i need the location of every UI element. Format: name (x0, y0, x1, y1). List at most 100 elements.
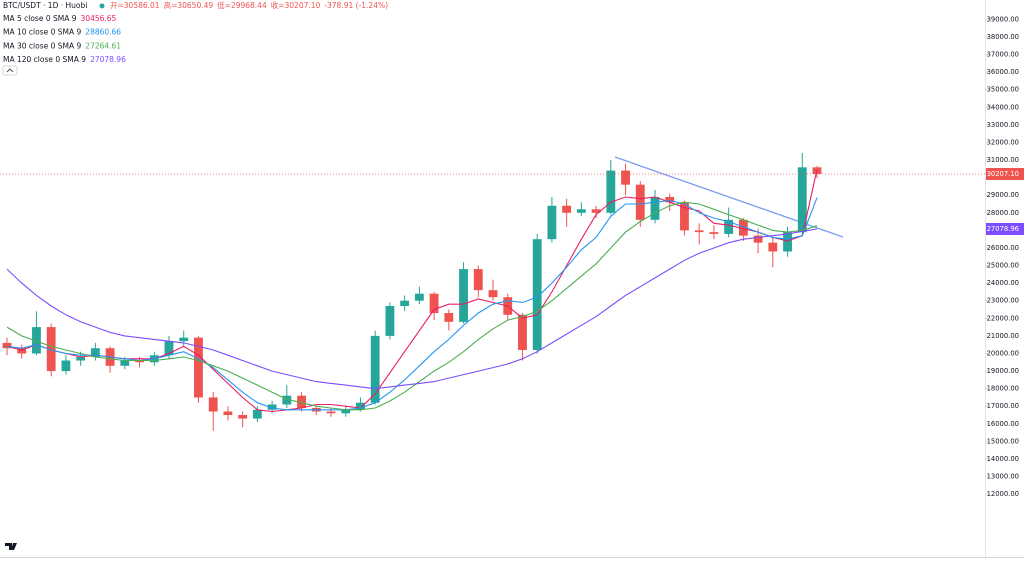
candle-body (473, 269, 483, 291)
y-tick-label: 24000.00 (987, 279, 1019, 287)
y-tick-label: 34000.00 (987, 103, 1019, 111)
ohlc-value: 收=30207.10 (271, 0, 321, 10)
ma-line (6, 201, 818, 411)
y-tick-label: 14000.00 (987, 455, 1019, 463)
y-tick-label: 22000.00 (987, 314, 1019, 322)
legend-value: 30456.65 (81, 14, 117, 23)
candle-body (179, 337, 189, 342)
candle-body (606, 170, 616, 213)
candle-body (429, 293, 439, 314)
ma-price-tag (986, 222, 1024, 235)
candle-body (621, 170, 630, 185)
ma-line (6, 228, 818, 390)
y-tick-label: 36000.00 (987, 68, 1019, 76)
candle-body (238, 415, 248, 419)
candle-body (488, 290, 498, 298)
candle-body (223, 411, 233, 416)
candle-body (267, 404, 277, 410)
candle-body (591, 209, 601, 213)
y-tick-label: 33000.00 (987, 121, 1019, 129)
candle-body (2, 342, 12, 349)
candle-body (680, 202, 689, 231)
candle-body (444, 313, 454, 322)
ma-price-label: 27078.96 (987, 225, 1019, 233)
candle-body (61, 360, 71, 372)
tv-logo[interactable] (5, 543, 17, 550)
candle-body (724, 219, 734, 234)
legend-header: BTC/USDT · 1D · Huobi 开=30586.01 高=30650.… (3, 0, 388, 10)
y-tick-label: 17000.00 (987, 402, 1019, 410)
last-price-tag (986, 167, 1024, 180)
candle-body (76, 357, 86, 361)
candle-body (768, 242, 778, 252)
y-tick-label: 32000.00 (987, 138, 1019, 146)
candle-body (297, 395, 306, 408)
candle-body (282, 395, 292, 405)
y-tick-label: 25000.00 (987, 262, 1019, 270)
last-price-label: 30207.10 (987, 170, 1019, 178)
y-tick-label: 23000.00 (987, 297, 1019, 305)
candle-body (753, 235, 763, 243)
y-tick-label: 13000.00 (987, 473, 1019, 481)
candles (2, 153, 822, 431)
candle-body (650, 196, 660, 220)
candle-body (164, 341, 174, 356)
candle-body (32, 327, 41, 354)
candle-body (385, 306, 395, 336)
ohlc-value: 高=30650.49 (164, 0, 214, 10)
collapse-icon (6, 68, 14, 73)
y-tick-label: 12000.00 (987, 490, 1019, 498)
logo-mark (5, 543, 17, 550)
candle-body (370, 335, 380, 403)
candle-body (532, 239, 542, 350)
candle-body (709, 232, 719, 234)
y-tick-label: 38000.00 (987, 33, 1019, 41)
y-tick-label: 15000.00 (987, 437, 1019, 445)
candle-body (459, 269, 468, 322)
candle-body (90, 348, 100, 357)
candle-body (135, 360, 144, 363)
candle-body (694, 230, 704, 233)
candle-body (252, 409, 262, 419)
y-tick-label: 20000.00 (987, 349, 1019, 357)
y-tick-label: 16000.00 (987, 420, 1019, 428)
y-tick-label: 37000.00 (987, 51, 1019, 59)
candle-body (46, 327, 56, 372)
legend-value: 28860.66 (85, 28, 121, 37)
candle-body (326, 411, 336, 414)
legend-name[interactable]: MA 10 close 0 SMA 9 (3, 28, 82, 37)
candle-body (518, 314, 527, 350)
y-tick-label: 35000.00 (987, 86, 1019, 94)
legend-name[interactable]: MA 120 close 0 SMA 9 (3, 55, 86, 64)
candle-body (208, 397, 218, 412)
candle-body (356, 402, 365, 410)
status-dot (99, 3, 105, 9)
candle-body (783, 232, 792, 252)
legend-name[interactable]: MA 5 close 0 SMA 9 (3, 14, 77, 23)
candle-body (414, 293, 424, 301)
candle-body (341, 409, 351, 414)
y-tick-label: 26000.00 (987, 244, 1019, 252)
legend-toggle[interactable] (2, 65, 18, 76)
candle-body (635, 184, 645, 220)
symbol-title[interactable]: BTC/USDT · 1D · Huobi (3, 1, 87, 10)
ohlc-value: 低=29968.44 (217, 0, 267, 10)
candle-body (194, 337, 203, 398)
collapse-button[interactable] (2, 65, 18, 76)
legend-value: 27264.61 (85, 41, 121, 50)
legend-value: 27078.96 (90, 55, 126, 64)
candle-body (797, 167, 807, 233)
candle-body (738, 219, 748, 236)
candle-body (120, 360, 130, 366)
candle-body (665, 196, 675, 203)
legend-name[interactable]: MA 30 close 0 SMA 9 (3, 41, 82, 50)
candle-body (562, 205, 572, 213)
y-tick-label: 39000.00 (987, 15, 1019, 23)
y-tick-label: 28000.00 (987, 209, 1019, 217)
candle-body (17, 348, 27, 354)
candle-body (547, 205, 557, 240)
